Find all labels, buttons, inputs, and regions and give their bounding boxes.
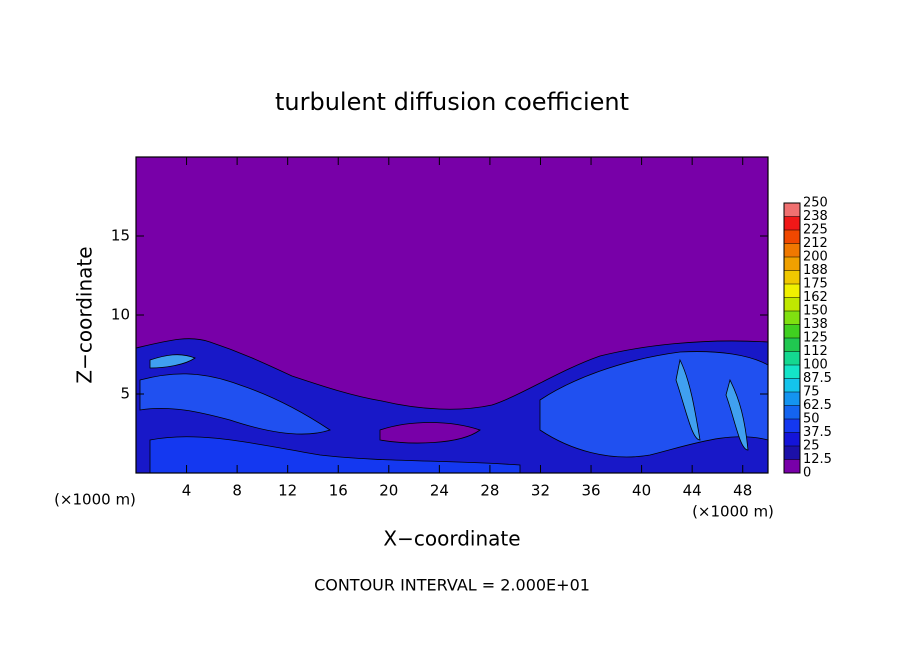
y-tick-label: 5 (120, 385, 130, 403)
colorbar-band (784, 203, 800, 217)
colorbar-band (784, 270, 800, 284)
field-region (379, 422, 481, 444)
colorbar-band (784, 405, 800, 419)
colorbar-band (784, 324, 800, 338)
colorbar-label: 200 (803, 250, 828, 265)
x-unit: (×1000 m) (54, 491, 136, 509)
colorbar-label: 138 (803, 317, 828, 332)
chart-title: turbulent diffusion coefficient (275, 88, 629, 116)
colorbar-label: 212 (803, 236, 828, 251)
x-axis-label: X−coordinate (383, 527, 520, 551)
x-unit: (×1000 m) (692, 503, 774, 521)
y-axis-label: Z−coordinate (73, 246, 97, 383)
colorbar-band (784, 419, 800, 433)
colorbar-label: 225 (803, 223, 828, 238)
turbulence-field (135, 338, 769, 474)
colorbar-label: 12.5 (803, 452, 832, 467)
field-region (149, 354, 196, 369)
y-tick-label: 15 (111, 227, 130, 245)
field-region (675, 358, 701, 441)
colorbar-band (784, 297, 800, 311)
x-tick-label: 4 (182, 482, 192, 500)
colorbar-band (784, 243, 800, 257)
colorbar-label: 37.5 (803, 425, 832, 440)
x-tick-label: 20 (379, 482, 398, 500)
x-tick-label: 40 (632, 482, 651, 500)
colorbar-band (784, 230, 800, 244)
colorbar-band (784, 365, 800, 379)
colorbar-label: 112 (803, 344, 828, 359)
colorbar-label: 87.5 (803, 371, 832, 386)
colorbar-band (784, 284, 800, 298)
colorbar-label: 150 (803, 304, 828, 319)
x-tick-label: 12 (278, 482, 297, 500)
colorbar-label: 162 (803, 290, 828, 305)
colorbar-label: 175 (803, 277, 828, 292)
x-tick-label: 44 (683, 482, 702, 500)
field-region (149, 436, 521, 474)
y-tick-label: 10 (111, 306, 130, 324)
annotation: CONTOUR INTERVAL = 2.000E+01 (314, 576, 590, 595)
colorbar-band (784, 392, 800, 406)
colorbar-band (784, 351, 800, 365)
colorbar-band (784, 338, 800, 352)
colorbar-label: 188 (803, 263, 828, 278)
colorbar-band (784, 257, 800, 271)
colorbar-band (784, 378, 800, 392)
colorbar-label: 125 (803, 331, 828, 346)
x-tick-label: 8 (232, 482, 242, 500)
field-region (139, 373, 331, 435)
x-tick-label: 16 (329, 482, 348, 500)
x-tick-label: 32 (531, 482, 550, 500)
colorbar-band (784, 459, 800, 473)
x-tick-label: 36 (581, 482, 600, 500)
x-tick-label: 28 (480, 482, 499, 500)
colorbar-label: 50 (803, 412, 820, 427)
colorbar-label: 238 (803, 209, 828, 224)
colorbar-band (784, 216, 800, 230)
colorbar-label: 250 (803, 196, 828, 211)
field-region (725, 378, 749, 451)
colorbar-label: 62.5 (803, 398, 832, 413)
colorbar-label: 100 (803, 358, 828, 373)
colorbar-label: 0 (803, 466, 811, 481)
colorbar-band (784, 432, 800, 446)
colorbar-label: 25 (803, 439, 820, 454)
colorbar-label: 75 (803, 385, 820, 400)
colorbar-band (784, 446, 800, 460)
x-tick-label: 24 (430, 482, 449, 500)
x-tick-label: 48 (733, 482, 752, 500)
colorbar-band (784, 311, 800, 325)
